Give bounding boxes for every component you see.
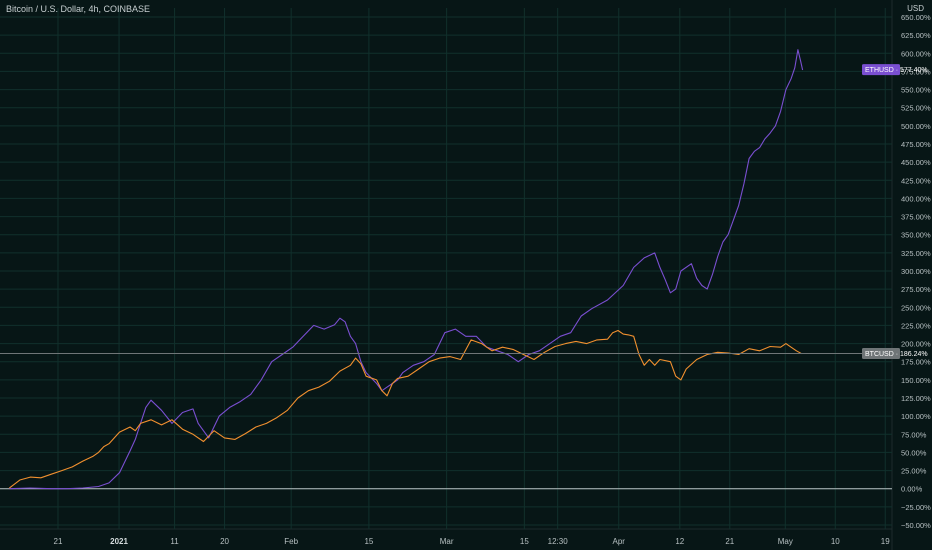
y-tick-label: 375.00% (901, 213, 931, 222)
y-tick-label: 75.00% (901, 430, 927, 439)
price-tag-label: ETHUSD · 577.40% (865, 67, 928, 74)
price-tags: ETHUSD · 577.40% BTCUSD · 186.24% (0, 64, 928, 360)
x-axis[interactable]: 21 2021 11 20 Feb 15 Mar 15 12:30 Apr 12 21 May 10 19 (54, 537, 891, 546)
symbol-title[interactable]: Bitcoin / U.S. Dollar, 4h, COINBASE (6, 4, 151, 14)
x-tick-label: 21 (725, 537, 734, 546)
y-tick-label: 500.00% (901, 122, 931, 131)
x-tick-label: 19 (881, 537, 890, 546)
y-tick-label: 300.00% (901, 267, 931, 276)
y-tick-label: 125.00% (901, 394, 931, 403)
y-tick-label: 275.00% (901, 285, 931, 294)
x-tick-label: 20 (220, 537, 229, 546)
y-tick-label: 175.00% (901, 358, 931, 367)
y-tick-label: 550.00% (901, 86, 931, 95)
series-lines (8, 49, 804, 490)
y-tick-label: 350.00% (901, 231, 931, 240)
y-tick-label: −50.00% (901, 521, 931, 530)
y-tick-label: 525.00% (901, 104, 931, 113)
price-tag-label: BTCUSD · 186.24% (865, 351, 928, 358)
y-tick-label: 400.00% (901, 194, 931, 203)
grid-lines (0, 0, 893, 550)
y-axis[interactable]: 650.00% 625.00% 600.00% 575.00% 550.00% 525.0… (901, 13, 931, 530)
x-tick-label: 10 (831, 537, 840, 546)
x-tick-label: 15 (364, 537, 373, 546)
y-tick-label: 25.00% (901, 467, 927, 476)
y-tick-label: 650.00% (901, 13, 931, 22)
series-line-btcusd[interactable] (8, 329, 802, 489)
x-tick-label: 15 (520, 537, 529, 546)
x-tick-label: 12 (675, 537, 684, 546)
y-tick-label: 200.00% (901, 340, 931, 349)
x-tick-label: 12:30 (548, 537, 569, 546)
price-tag-ethusd (862, 64, 900, 76)
currency-label: USD (907, 4, 924, 13)
y-tick-label: 325.00% (901, 249, 931, 258)
x-tick-label: 11 (170, 537, 179, 546)
x-tick-label: 21 (54, 537, 63, 546)
y-tick-label: 425.00% (901, 176, 931, 185)
x-tick-label: 2021 (110, 537, 128, 546)
y-tick-label: 475.00% (901, 140, 931, 149)
y-tick-label: −25.00% (901, 503, 931, 512)
y-tick-label: 600.00% (901, 49, 931, 58)
x-tick-label: Mar (440, 537, 454, 546)
y-tick-label: 450.00% (901, 158, 931, 167)
series-line-ethusd[interactable] (9, 49, 804, 490)
price-tag-btcusd (862, 348, 900, 360)
x-tick-label: May (778, 537, 793, 546)
y-tick-label: 225.00% (901, 321, 931, 330)
y-tick-label: 0.00% (901, 485, 923, 494)
y-tick-label: 625.00% (901, 31, 931, 40)
x-tick-label: Feb (284, 537, 298, 546)
y-tick-label: 100.00% (901, 412, 931, 421)
y-tick-label: 150.00% (901, 376, 931, 385)
x-tick-label: Apr (613, 537, 626, 546)
y-tick-label: 250.00% (901, 303, 931, 312)
y-tick-label: 575.00% (901, 67, 931, 76)
y-tick-label: 50.00% (901, 448, 927, 457)
